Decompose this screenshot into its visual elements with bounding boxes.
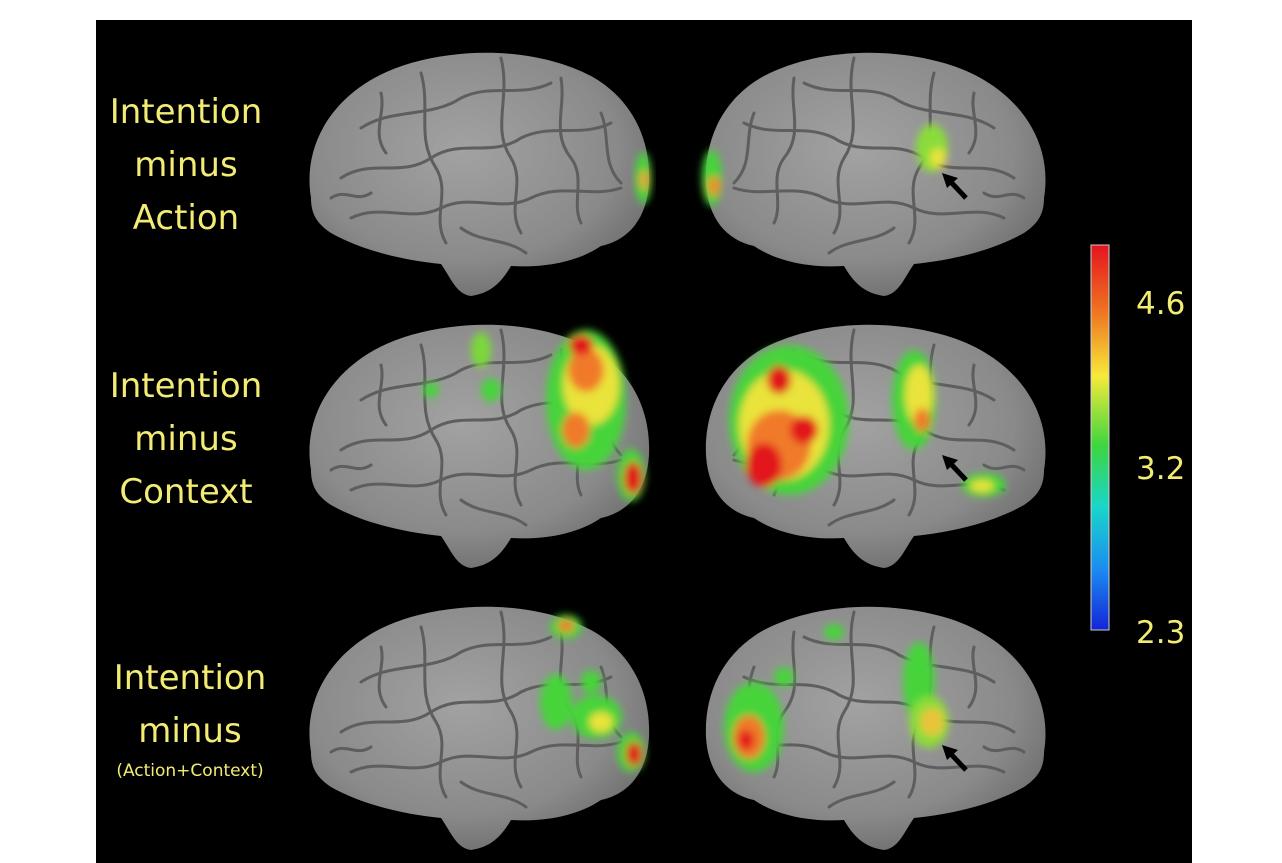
row-label-1-line3: Action: [132, 198, 240, 238]
row-label-3: Intention minus (Action+Context): [100, 652, 280, 784]
arrow-row1: [942, 173, 968, 200]
figure-panel: Intention minus Action Intention minus C…: [96, 20, 1192, 863]
colorbar-tick-low: 2.3: [1136, 615, 1186, 651]
brain-row3-right: [705, 606, 1046, 850]
brain-row1-right: [702, 52, 1046, 296]
colorbar: [1090, 244, 1110, 631]
activation-row3-left: [540, 615, 645, 772]
activation-row2-right: [729, 345, 1006, 497]
row-label-3-line1: Intention: [113, 658, 267, 698]
colorbar-tick-high: 4.6: [1136, 286, 1186, 322]
row-label-2: Intention minus Context: [96, 360, 276, 519]
row-label-1: Intention minus Action: [96, 86, 276, 245]
brain-row3-left: [309, 606, 650, 850]
row-label-3-line2: minus: [138, 711, 242, 751]
activation-row3-right: [724, 624, 949, 772]
activation-row1-right: [702, 124, 948, 206]
brain-figure: [309, 52, 1110, 850]
row-label-2-line2: minus: [134, 419, 238, 459]
row-label-1-line1: Intention: [109, 92, 263, 132]
row-label-2-line3: Context: [119, 472, 253, 512]
arrow-row3: [942, 745, 968, 772]
activation-row2-left: [423, 330, 645, 501]
row-label-3-line3: (Action+Context): [116, 761, 264, 781]
activation-row1-left: [635, 152, 651, 204]
row-label-1-line2: minus: [134, 145, 238, 185]
brain-row1-left: [309, 52, 651, 296]
arrow-row2: [942, 455, 968, 482]
brain-row2-left: [309, 324, 650, 568]
brain-row2-right: [705, 324, 1046, 568]
colorbar-tick-mid: 3.2: [1136, 451, 1186, 487]
row-label-2-line1: Intention: [109, 366, 263, 406]
